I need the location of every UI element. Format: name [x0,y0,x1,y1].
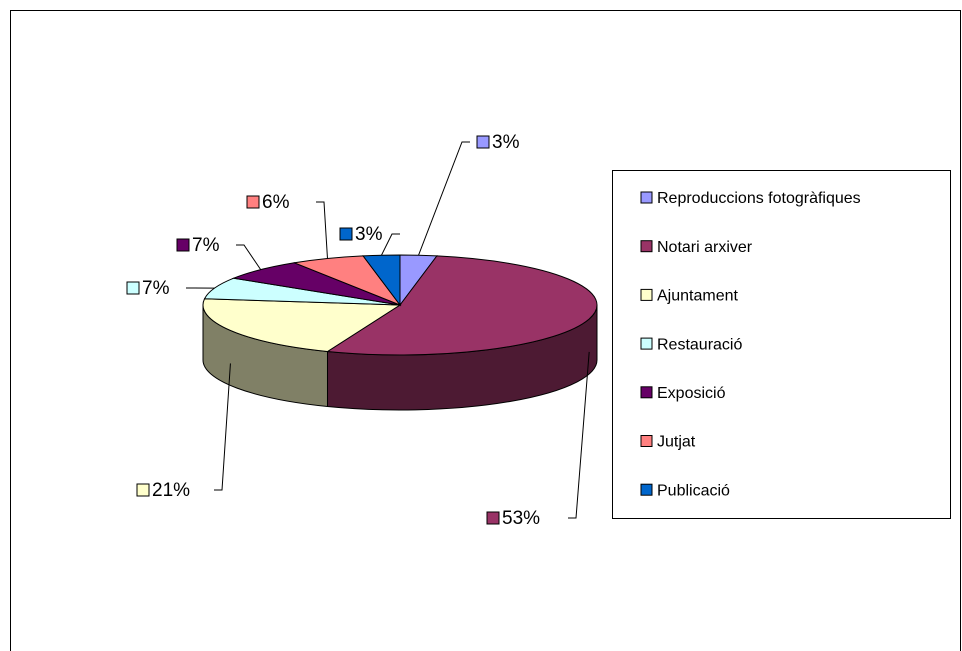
label-swatch [126,281,140,295]
legend-label: Restauració [657,336,742,353]
legend-label: Notari arxiver [657,239,753,256]
leader-line [316,201,328,259]
pie-slice [325,255,598,356]
legend-swatch [640,386,653,399]
leader-line [568,351,590,519]
data-label: 53% [502,508,540,529]
data-label: 6% [262,192,290,213]
pie-slice [362,254,401,307]
legend-swatch [640,483,653,496]
leader-line [381,233,400,256]
legend-swatch [640,435,653,447]
label-swatch [339,227,353,241]
legend-label: Exposició [657,385,726,402]
legend-box [612,170,951,519]
legend-swatch [640,191,653,204]
data-label: 7% [192,235,220,256]
label-swatch [476,135,490,149]
legend-label: Ajuntament [657,288,738,305]
legend-label: Jutjat [657,434,696,451]
legend-swatch [640,288,653,301]
leader-line [418,141,470,256]
label-swatch [176,238,190,252]
label-swatch [246,195,260,209]
data-label: 3% [492,132,520,153]
data-label: 7% [142,278,170,299]
data-label: 21% [152,480,190,501]
legend-label: Publicació [657,482,730,499]
pie-slice [202,298,402,353]
legend-swatch [640,240,653,253]
leader-line [236,244,262,270]
leader-line [214,363,231,491]
label-swatch [486,511,500,525]
legend-label: Reproduccions fotogràfiques [657,190,861,207]
legend-swatch [640,337,653,350]
label-swatch [136,483,150,497]
data-label: 3% [355,224,383,245]
